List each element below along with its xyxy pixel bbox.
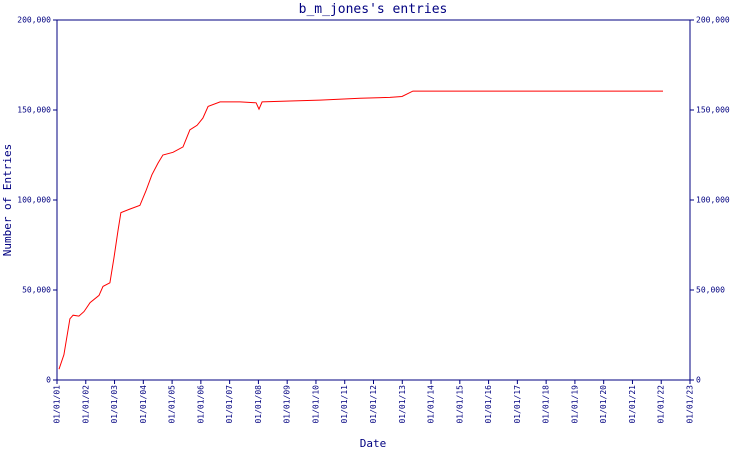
y-tick-label: 200,000 xyxy=(17,16,51,25)
x-tick-label: 01/01/21 xyxy=(628,385,637,424)
x-tick-label: 01/01/14 xyxy=(427,385,436,424)
x-tick-label: 01/01/23 xyxy=(686,385,695,424)
y-axis-label: Number of Entries xyxy=(1,144,14,257)
x-tick-label: 01/01/10 xyxy=(311,385,320,424)
x-tick-label: 01/01/03 xyxy=(110,385,119,424)
x-tick-label: 01/01/08 xyxy=(254,385,263,424)
x-tick-label: 01/01/17 xyxy=(513,385,522,424)
y-tick-label: 100,000 xyxy=(17,196,51,205)
x-tick-label: 01/01/02 xyxy=(81,385,90,424)
x-tick-label: 01/01/09 xyxy=(283,385,292,424)
y-tick-label: 150,000 xyxy=(17,106,51,115)
x-tick-label: 01/01/06 xyxy=(196,385,205,424)
x-tick-label: 01/01/12 xyxy=(369,385,378,424)
y2-tick-label: 50,000 xyxy=(696,286,725,295)
y2-tick-label: 0 xyxy=(696,376,701,385)
data-line xyxy=(58,90,663,370)
x-tick-label: 01/01/13 xyxy=(398,385,407,424)
x-tick-label: 01/01/16 xyxy=(484,385,493,424)
x-tick-label: 01/01/19 xyxy=(570,385,579,424)
x-tick-label: 01/01/05 xyxy=(168,385,177,424)
x-tick-label: 01/01/11 xyxy=(340,385,349,424)
y2-tick-label: 100,000 xyxy=(696,196,730,205)
y-tick-label: 0 xyxy=(46,376,51,385)
x-tick-label: 01/01/18 xyxy=(542,385,551,424)
x-tick-label: 01/01/04 xyxy=(139,385,148,424)
x-axis-label: Date xyxy=(360,437,387,450)
x-tick-label: 01/01/01 xyxy=(53,385,62,424)
x-tick-label: 01/01/20 xyxy=(599,385,608,424)
plot-frame xyxy=(56,19,691,381)
y2-tick-label: 200,000 xyxy=(696,16,730,25)
x-tick-label: 01/01/22 xyxy=(657,385,666,424)
y-tick-label: 50,000 xyxy=(22,286,51,295)
chart-title: b_m_jones's entries xyxy=(299,2,448,17)
y2-tick-label: 150,000 xyxy=(696,106,730,115)
x-tick-label: 01/01/07 xyxy=(225,385,234,424)
x-tick-label: 01/01/15 xyxy=(455,385,464,424)
